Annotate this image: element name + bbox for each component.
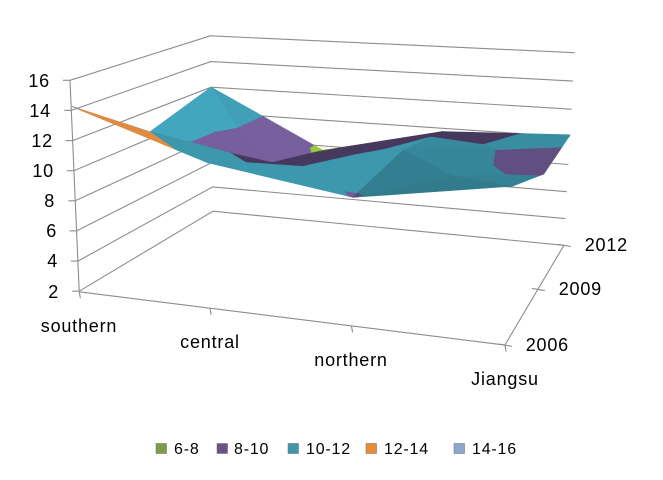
svg-text:central: central <box>180 332 240 352</box>
svg-text:6-8: 6-8 <box>174 441 200 458</box>
svg-text:8-10: 8-10 <box>234 441 269 458</box>
svg-text:2: 2 <box>48 282 59 302</box>
svg-text:2009: 2009 <box>559 279 602 299</box>
svg-text:10-12: 10-12 <box>306 441 351 458</box>
svg-text:southern: southern <box>41 316 117 336</box>
svg-text:4: 4 <box>47 251 58 271</box>
svg-text:12: 12 <box>31 131 53 151</box>
svg-text:10: 10 <box>32 161 54 181</box>
svg-text:Jiangsu: Jiangsu <box>471 369 539 389</box>
svg-text:2012: 2012 <box>585 235 628 255</box>
svg-text:8: 8 <box>44 191 55 211</box>
svg-text:6: 6 <box>46 221 57 241</box>
svg-text:northern: northern <box>314 350 387 370</box>
svg-text:14: 14 <box>29 101 51 121</box>
svg-text:14-16: 14-16 <box>472 441 517 458</box>
svg-text:2006: 2006 <box>526 335 569 355</box>
svg-text:16: 16 <box>28 71 50 91</box>
svg-text:12-14: 12-14 <box>384 441 429 458</box>
